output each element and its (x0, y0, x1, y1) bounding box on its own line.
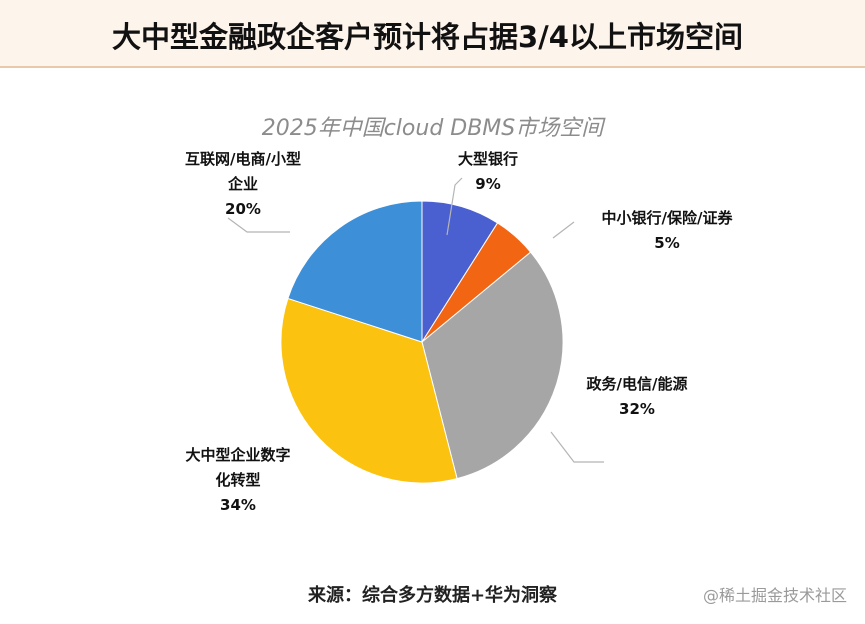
label-internet-line1: 互联网/电商/小型 (185, 150, 301, 168)
label-large-banks-name: 大型银行 (457, 150, 518, 168)
label-internet: 互联网/电商/小型 企业 20% (168, 147, 318, 222)
label-enterprise-value: 34% (220, 496, 256, 514)
label-government-name: 政务/电信/能源 (586, 375, 688, 393)
header-banner: 大中型金融政企客户预计将占据3/4以上市场空间 (0, 0, 865, 68)
label-small-banks-name: 中小银行/保险/证券 (601, 209, 733, 227)
label-enterprise-line2: 化转型 (215, 471, 261, 489)
slice-internet (287, 200, 423, 343)
label-large-banks-value: 9% (475, 175, 501, 193)
slice-government (421, 251, 564, 480)
leader-internet (227, 217, 290, 233)
pie-slices (280, 200, 564, 484)
label-internet-line2: 企业 (227, 175, 258, 193)
label-small-banks: 中小银行/保险/证券 5% (572, 206, 762, 256)
label-government-value: 32% (619, 400, 655, 418)
chart-title: 2025年中国cloud DBMS市场空间 (261, 116, 604, 141)
label-government: 政务/电信/能源 32% (562, 372, 712, 422)
slice-large-banks (421, 200, 499, 344)
label-internet-value: 20% (225, 200, 261, 218)
leader-government (550, 431, 604, 463)
watermark: @稀土掘金技术社区 (702, 586, 847, 605)
leader-lines (227, 177, 604, 463)
page-title: 大中型金融政企客户预计将占据3/4以上市场空间 (112, 20, 743, 54)
leader-small-banks (552, 221, 575, 239)
label-enterprise: 大中型企业数字 化转型 34% (158, 443, 318, 518)
leader-large-banks (446, 177, 463, 236)
label-large-banks: 大型银行 9% (448, 147, 528, 197)
label-small-banks-value: 5% (654, 234, 680, 252)
slice-enterprise (280, 297, 458, 484)
label-enterprise-line1: 大中型企业数字 (185, 446, 291, 464)
source-note: 来源：综合多方数据+华为洞察 (307, 585, 558, 606)
